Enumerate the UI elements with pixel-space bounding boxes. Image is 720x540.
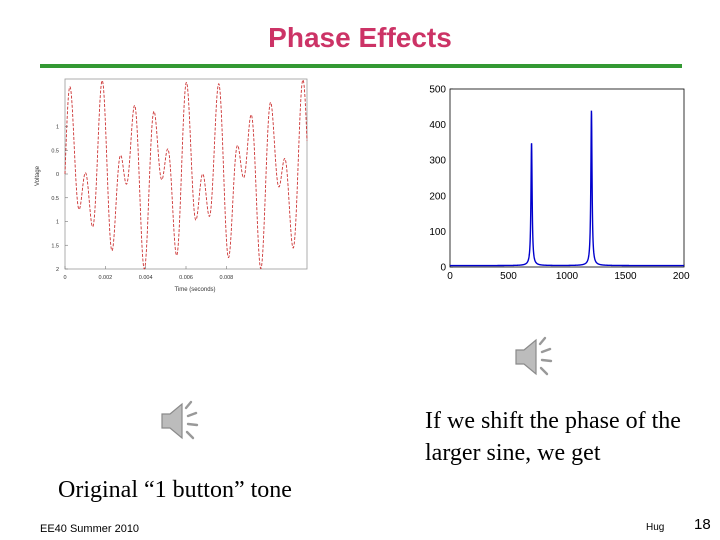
time-domain-chart: 1 0.5 0 0.5 1 1.5 2 0 0.002 0.004 0.006 0.008 Time… [35, 78, 308, 293]
y-tick-label: 0 [56, 172, 59, 178]
x-axis-label: Time (seconds) [174, 287, 215, 293]
x-tick-label: 500 [500, 271, 517, 282]
plot-area [64, 78, 308, 270]
x-tick-label: 0.002 [98, 275, 112, 281]
spectrum-line [450, 110, 684, 267]
y-tick-label: 1 [56, 125, 59, 131]
x-tick-label: 0 [63, 275, 66, 281]
y-tick-label: 0.5 [51, 148, 59, 154]
page-number: 18 [694, 516, 711, 533]
y-tick-label: 1.5 [51, 243, 59, 249]
slide-title: Phase Effects [268, 22, 452, 53]
y-tick-label: 100 [429, 227, 446, 238]
caption-phase-shift: If we shift the phase of the larger sine… [425, 408, 681, 466]
x-tick-label: 0.004 [139, 275, 153, 281]
footer-author: Hug [646, 522, 665, 533]
plot-area [449, 88, 685, 268]
x-tick-label: 1500 [614, 271, 637, 282]
y-tick-label: 0.5 [51, 196, 59, 202]
x-tick-label: 2000 [673, 271, 690, 282]
y-tick-label: 300 [429, 156, 446, 167]
title-rule [40, 64, 682, 68]
y-tick-label: 500 [429, 85, 446, 96]
speaker-icon[interactable] [508, 332, 558, 382]
y-tick-label: 0 [440, 263, 446, 274]
x-tick-label: 1000 [556, 271, 579, 282]
frequency-spectrum-chart: 0 100 200 300 400 500 0 500 1000 1500 2000 [429, 85, 690, 283]
speaker-icon[interactable] [154, 396, 204, 446]
y-tick-label: 200 [429, 191, 446, 202]
x-tick-label: 0 [447, 271, 453, 282]
y-axis-label: Voltage [35, 165, 41, 186]
caption-original-tone: Original “1 button” tone [58, 477, 292, 503]
footer-course: EE40 Summer 2010 [40, 523, 140, 535]
y-tick-label: 1 [56, 220, 59, 226]
y-tick-label: 2 [56, 267, 59, 273]
series-line [64, 79, 308, 270]
x-tick-label: 0.008 [219, 275, 233, 281]
x-tick-label: 0.006 [179, 275, 193, 281]
y-tick-label: 400 [429, 120, 446, 131]
